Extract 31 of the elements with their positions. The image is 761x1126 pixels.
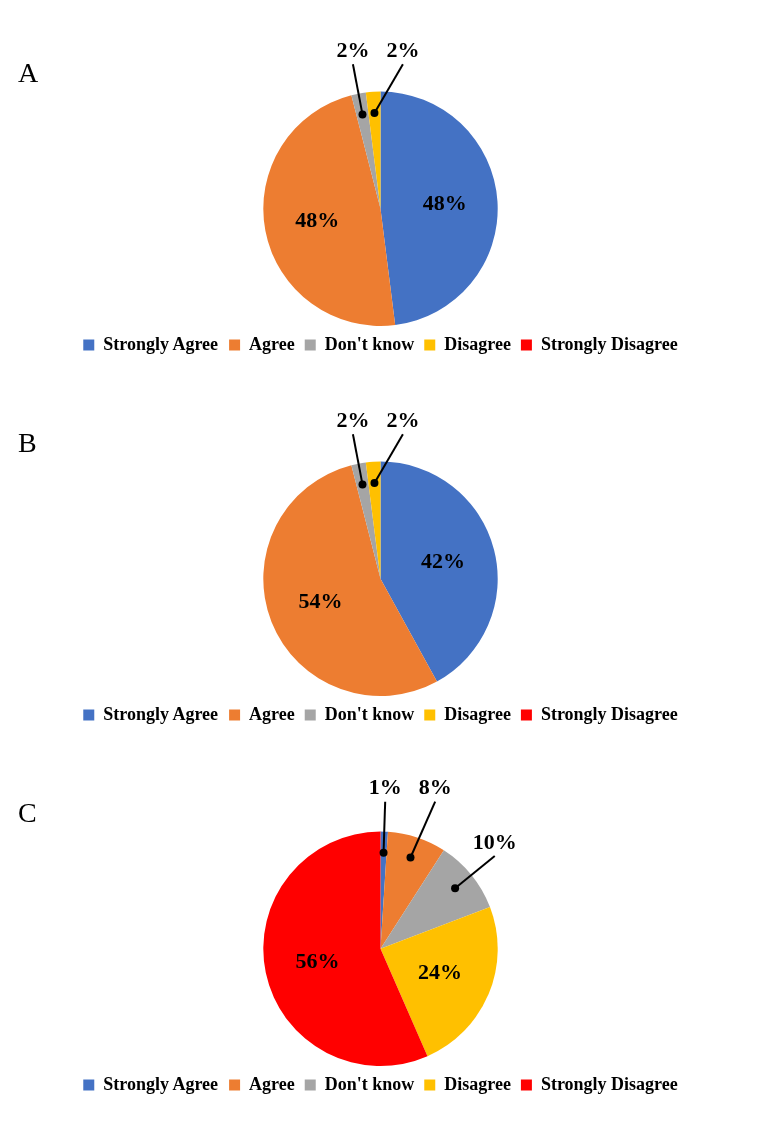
data-label: 48%: [295, 206, 340, 232]
legend-label: Disagree: [444, 333, 511, 354]
legend-label: Don't know: [324, 703, 415, 724]
legend-label: Strongly Disagree: [540, 703, 678, 724]
text: C: [18, 797, 37, 829]
data-label: 24%: [417, 959, 462, 985]
data-label: 42%: [420, 548, 465, 574]
text: A: [18, 57, 39, 89]
data-label: 8%: [418, 774, 452, 800]
data-label: 10%: [472, 828, 517, 854]
legend-label: Don't know: [324, 1073, 415, 1094]
legend-label: Disagree: [444, 1073, 511, 1094]
legend-label: Agree: [249, 333, 295, 354]
legend-label: Strongly Disagree: [540, 1073, 678, 1094]
legend-label: Strongly Agree: [103, 333, 219, 354]
data-label: 2%: [336, 36, 370, 62]
data-label: 2%: [386, 406, 420, 432]
text: B: [18, 427, 37, 459]
legend-label: Disagree: [444, 703, 511, 724]
legend-label: Agree: [249, 1073, 295, 1094]
data-label: 56%: [295, 947, 340, 973]
data-label: 1%: [368, 774, 402, 800]
legend-label: Strongly Agree: [103, 703, 219, 724]
data-label: 2%: [336, 406, 370, 432]
legend-label: Agree: [249, 703, 295, 724]
legend-label: Strongly Disagree: [540, 333, 678, 354]
data-label: 48%: [422, 190, 467, 216]
legend-label: Strongly Agree: [103, 1073, 219, 1094]
data-label: 2%: [386, 36, 420, 62]
legend-label: Don't know: [324, 333, 415, 354]
data-label: 54%: [298, 588, 343, 614]
